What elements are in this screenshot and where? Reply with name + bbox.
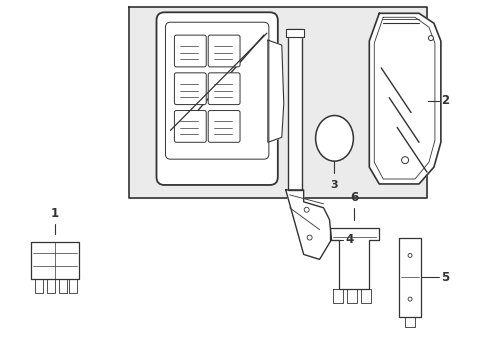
Polygon shape <box>47 279 55 293</box>
Polygon shape <box>405 317 415 327</box>
Polygon shape <box>399 238 421 317</box>
FancyBboxPatch shape <box>208 35 240 67</box>
Polygon shape <box>268 40 284 142</box>
Ellipse shape <box>402 157 409 164</box>
FancyBboxPatch shape <box>156 12 278 185</box>
Ellipse shape <box>316 116 353 161</box>
Ellipse shape <box>428 36 434 41</box>
FancyBboxPatch shape <box>174 111 206 142</box>
Polygon shape <box>129 7 427 198</box>
Polygon shape <box>69 279 77 293</box>
Ellipse shape <box>304 207 309 212</box>
Text: 5: 5 <box>441 271 449 284</box>
Ellipse shape <box>408 253 412 257</box>
FancyBboxPatch shape <box>166 22 269 159</box>
Polygon shape <box>347 289 357 303</box>
Polygon shape <box>288 29 302 190</box>
Polygon shape <box>286 29 304 37</box>
Ellipse shape <box>408 297 412 301</box>
FancyBboxPatch shape <box>208 73 240 105</box>
Text: 1: 1 <box>51 207 59 220</box>
Polygon shape <box>329 228 379 289</box>
Text: 4: 4 <box>345 233 354 246</box>
FancyBboxPatch shape <box>208 111 240 142</box>
Ellipse shape <box>307 235 312 240</box>
Polygon shape <box>286 190 332 260</box>
Polygon shape <box>59 279 67 293</box>
Polygon shape <box>334 289 343 303</box>
Polygon shape <box>35 279 43 293</box>
Polygon shape <box>361 289 371 303</box>
Polygon shape <box>31 242 79 279</box>
Text: 2: 2 <box>441 94 449 107</box>
FancyBboxPatch shape <box>174 73 206 105</box>
Text: 3: 3 <box>331 180 338 190</box>
Text: 6: 6 <box>350 191 359 204</box>
Polygon shape <box>369 13 441 184</box>
FancyBboxPatch shape <box>174 35 206 67</box>
